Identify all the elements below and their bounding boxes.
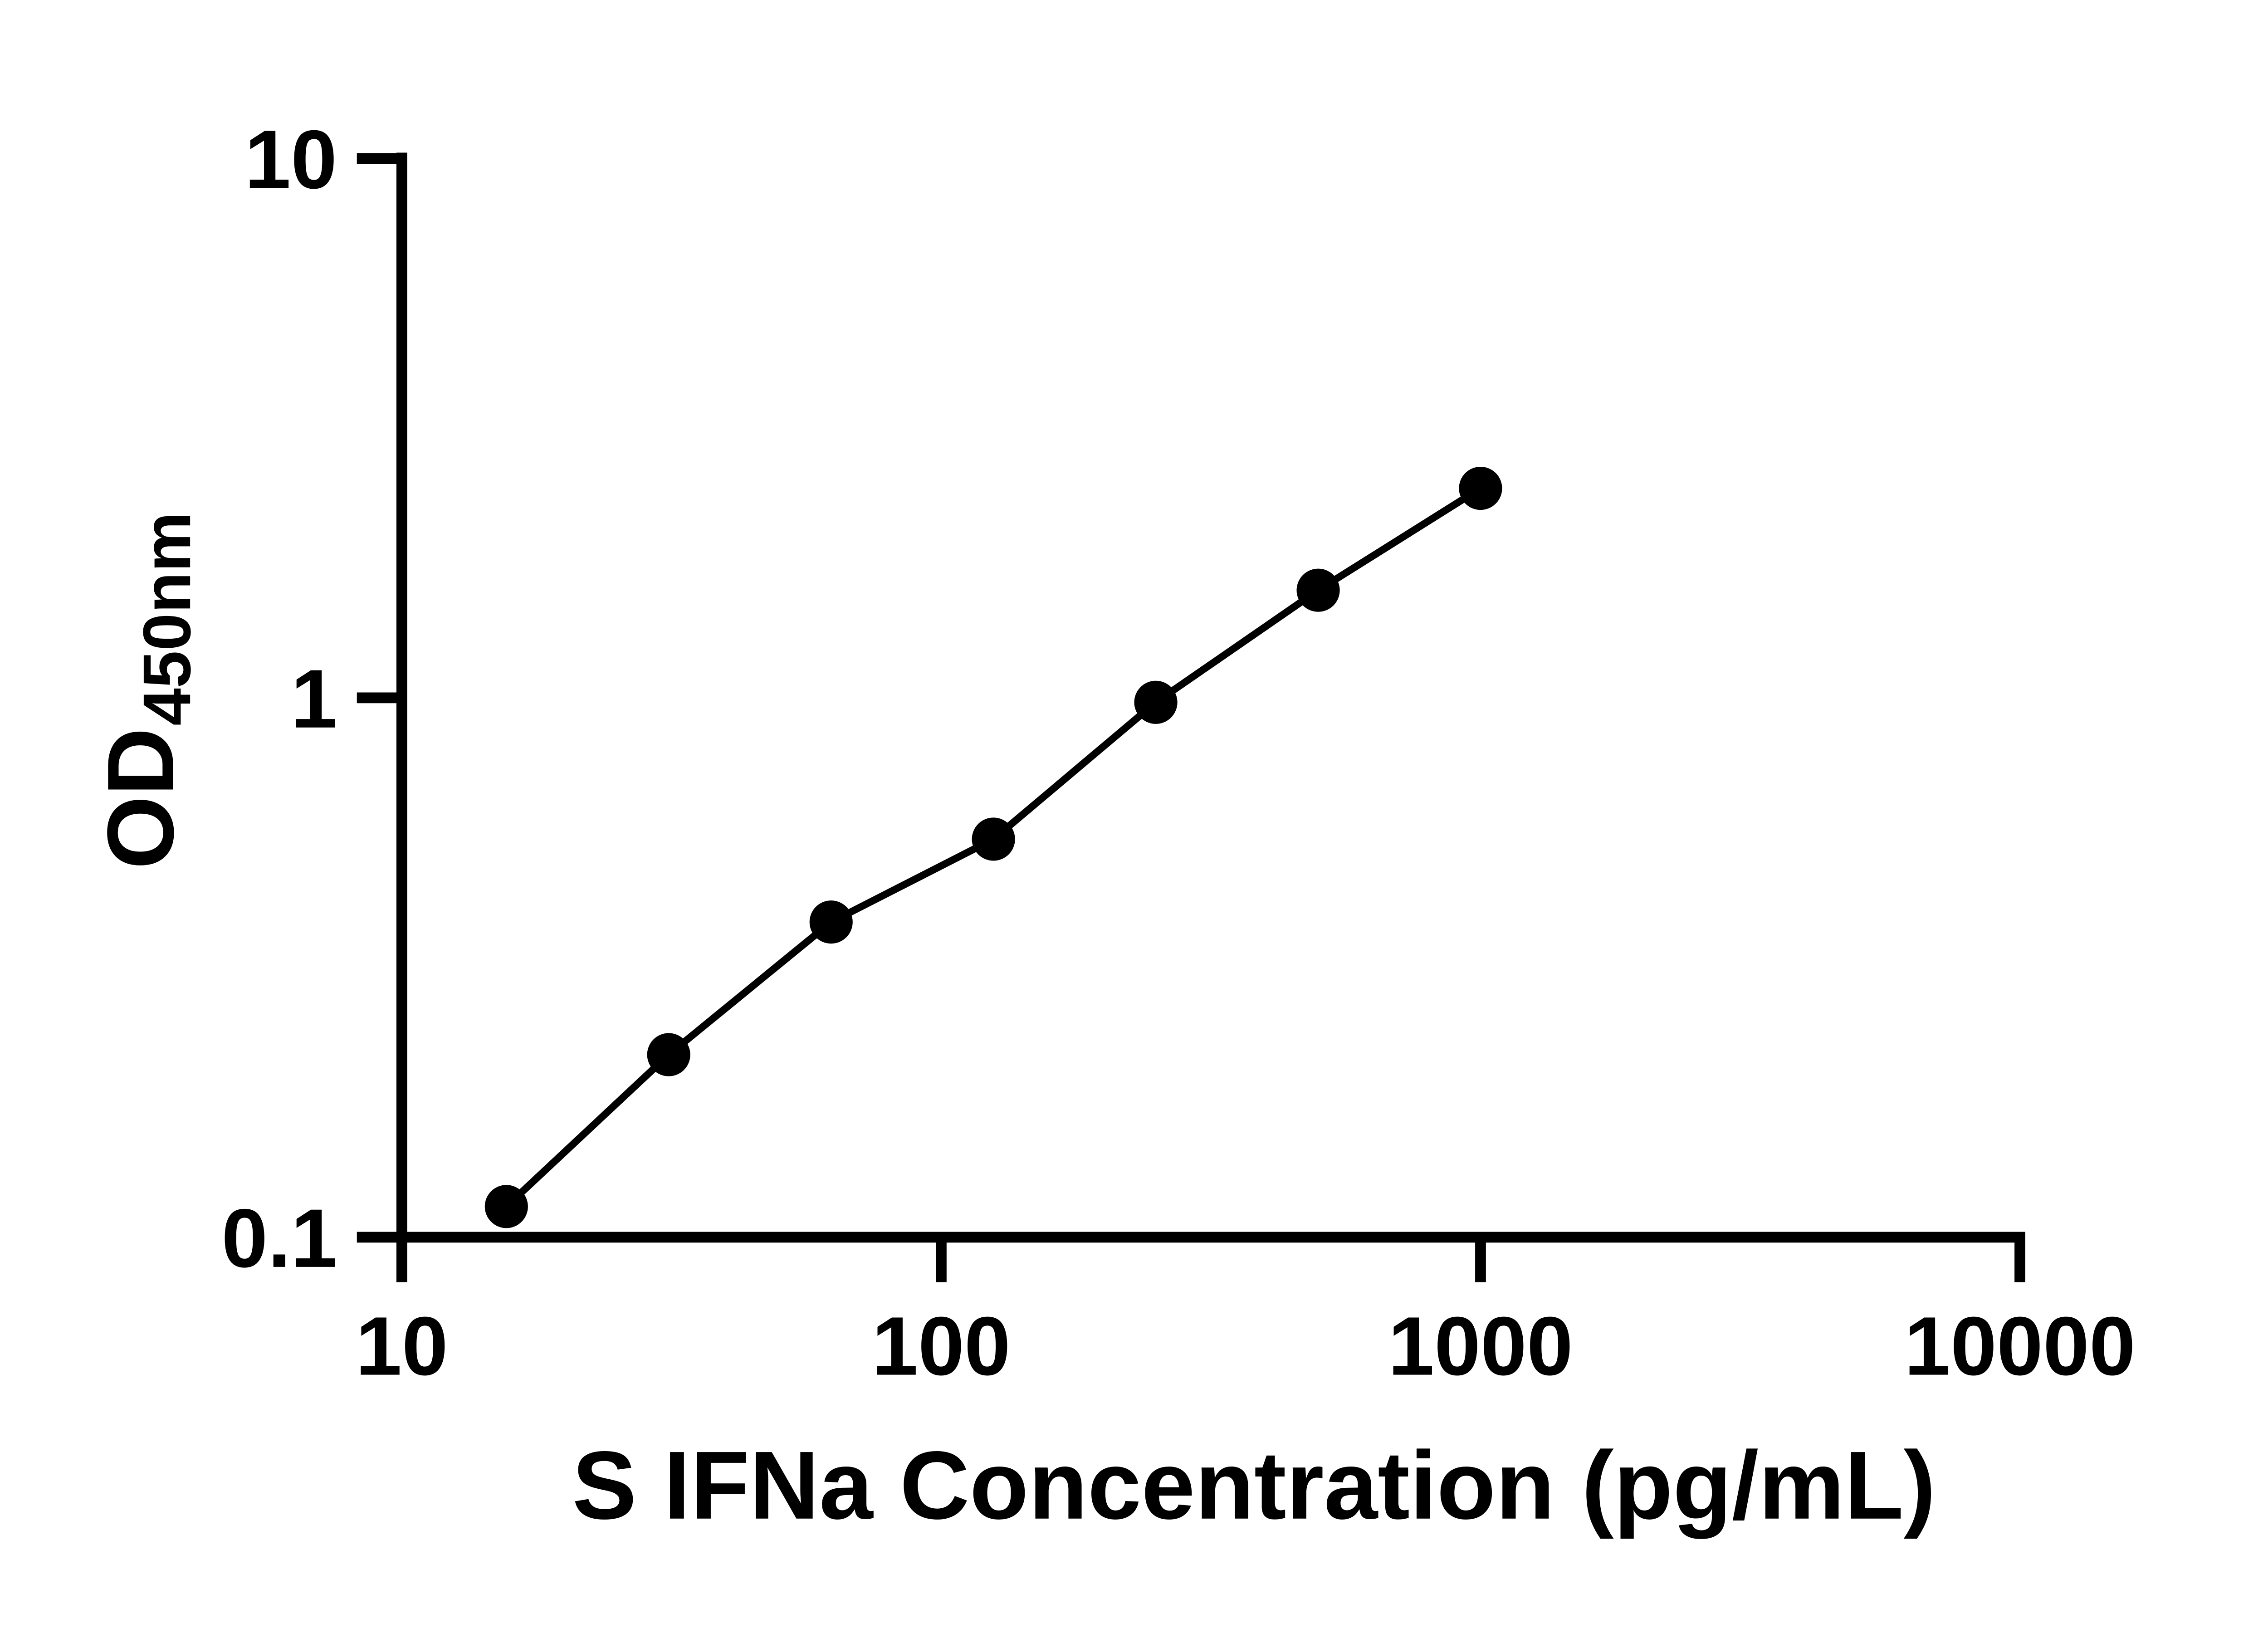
x-tick-label-10000: 10000: [1904, 1300, 2136, 1393]
data-point: [484, 1185, 528, 1228]
y-tick-label-0.1: 0.1: [221, 1192, 337, 1285]
x-axis-ticks: 10 100 1000 10000: [356, 1237, 2136, 1393]
y-axis-title: OD 450nm: [88, 512, 205, 869]
data-series: [484, 466, 1502, 1228]
x-axis-title: S IFNa Concentration (pg/mL): [572, 1432, 1936, 1540]
data-point: [1459, 466, 1502, 510]
y-tick-label-1: 1: [291, 652, 337, 745]
data-point: [1296, 568, 1340, 612]
data-point: [1134, 680, 1178, 724]
x-tick-label-1000: 1000: [1388, 1300, 1573, 1393]
data-point: [972, 817, 1015, 861]
x-tick-label-100: 100: [872, 1300, 1011, 1393]
data-point: [647, 1033, 690, 1076]
x-tick-label-10: 10: [356, 1300, 448, 1393]
y-axis-title-subscript: 450nm: [129, 512, 205, 726]
y-axis-ticks: 0.1 1 10: [221, 113, 402, 1285]
y-axis-title-main: OD: [88, 728, 193, 869]
y-tick-label-10: 10: [244, 113, 337, 206]
data-point: [809, 900, 853, 944]
